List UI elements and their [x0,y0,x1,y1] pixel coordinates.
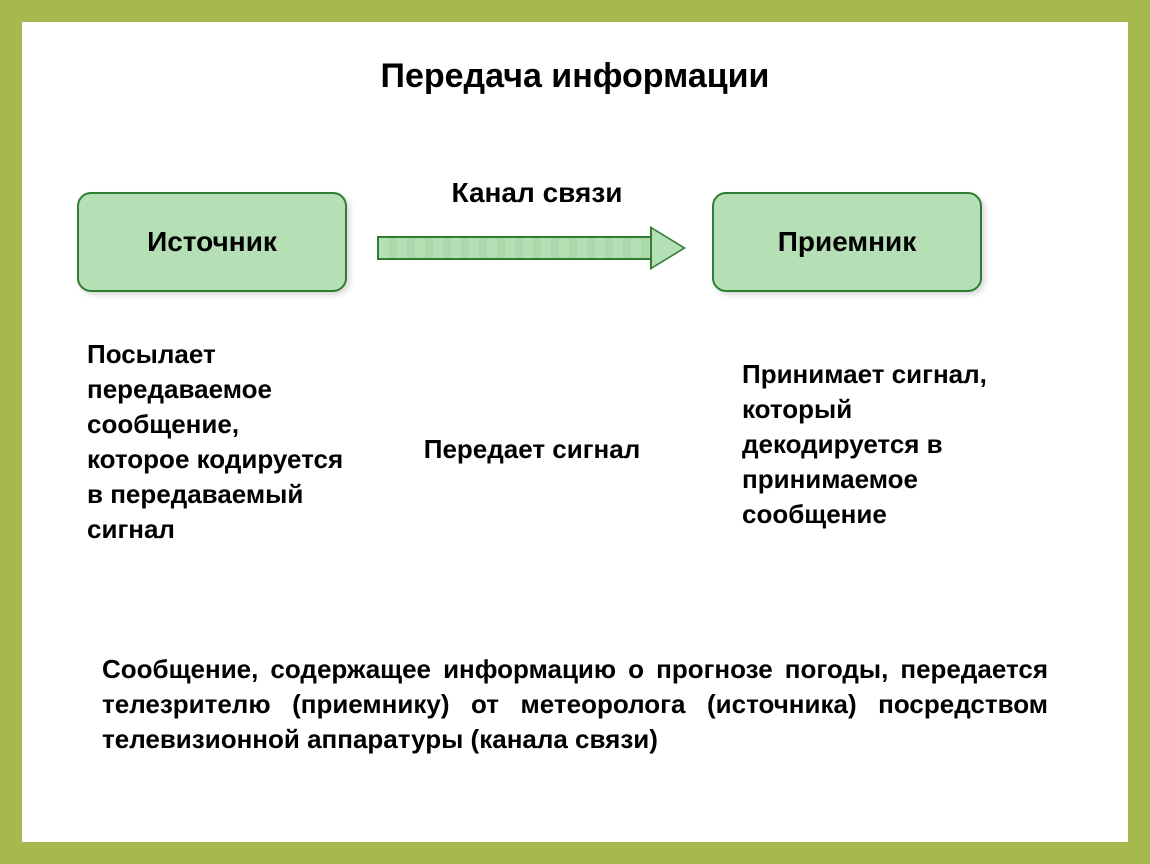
channel-description: Передает сигнал [392,432,672,467]
footer-note: Сообщение, содержащее информацию о прогн… [102,652,1048,757]
flow-arrow [377,230,687,266]
source-description: Посылает передаваемое сообщение, которое… [87,337,347,548]
slide-frame: Передача информации Источник Канал связи… [0,0,1150,864]
arrow-head-fill [652,229,683,267]
source-node: Источник [77,192,347,292]
receiver-node: Приемник [712,192,982,292]
source-node-label: Источник [147,226,277,258]
arrow-shaft [377,236,652,260]
slide-title: Передача информации [22,57,1128,96]
receiver-node-label: Приемник [778,226,917,258]
receiver-description: Принимает сигнал, который декодируется в… [742,357,1032,532]
channel-label: Канал связи [417,177,657,209]
